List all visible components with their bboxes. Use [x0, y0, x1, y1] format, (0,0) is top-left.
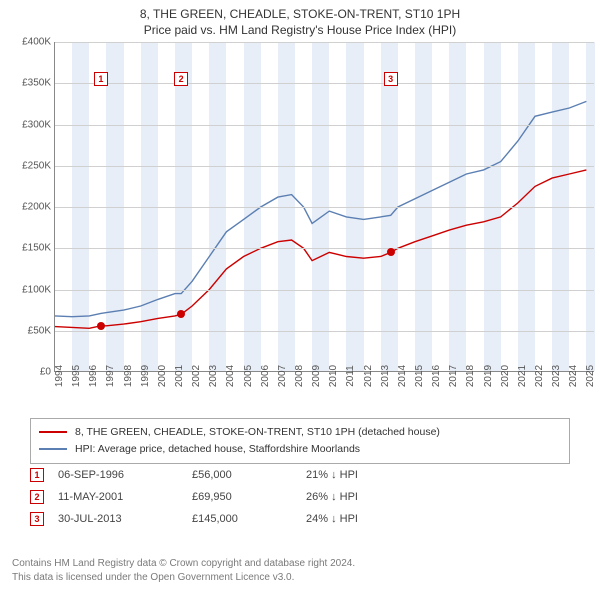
x-tick-label: 2013 — [380, 365, 391, 387]
tx-idx: 3 — [30, 512, 44, 526]
x-tick-label: 2016 — [431, 365, 442, 387]
x-tick-label: 2009 — [311, 365, 322, 387]
y-tick-label: £50K — [1, 325, 51, 336]
tx-price: £56,000 — [192, 469, 292, 481]
chart-title: 8, THE GREEN, CHEADLE, STOKE-ON-TRENT, S… — [0, 0, 600, 38]
legend-item-hpi: HPI: Average price, detached house, Staf… — [39, 441, 561, 458]
transaction-marker — [97, 322, 105, 330]
x-tick-label: 2002 — [191, 365, 202, 387]
x-tick-label: 2012 — [363, 365, 374, 387]
attribution-footer: Contains HM Land Registry data © Crown c… — [12, 557, 355, 584]
tx-date: 30-JUL-2013 — [58, 513, 178, 525]
x-tick-label: 2020 — [500, 365, 511, 387]
x-tick-label: 1994 — [54, 365, 65, 387]
gridline — [55, 166, 594, 167]
transaction-row: 1 06-SEP-1996 £56,000 21% ↓ HPI — [30, 464, 570, 486]
x-tick-label: 2003 — [208, 365, 219, 387]
chart: 1 2 3 £0 £50K £100K £150K £200K £250K £300K £350K… — [0, 42, 600, 412]
transaction-index-box: 3 — [384, 72, 398, 86]
legend-swatch-hpi — [39, 448, 67, 450]
x-tick-label: 2008 — [294, 365, 305, 387]
tx-diff: 21% ↓ HPI — [306, 469, 426, 481]
tx-price: £145,000 — [192, 513, 292, 525]
legend-item-price: 8, THE GREEN, CHEADLE, STOKE-ON-TRENT, S… — [39, 424, 561, 441]
title-line-2: Price paid vs. HM Land Registry's House … — [0, 22, 600, 38]
transaction-index-box: 2 — [174, 72, 188, 86]
y-tick-label: £150K — [1, 243, 51, 254]
plot-area: 1 2 3 — [54, 42, 594, 372]
footer-line-1: Contains HM Land Registry data © Crown c… — [12, 557, 355, 571]
transaction-marker — [387, 248, 395, 256]
x-tick-label: 2010 — [328, 365, 339, 387]
tx-date: 11-MAY-2001 — [58, 491, 178, 503]
x-tick-label: 1998 — [123, 365, 134, 387]
x-tick-label: 2023 — [551, 365, 562, 387]
gridline — [55, 290, 594, 291]
y-tick-label: £400K — [1, 37, 51, 48]
footer-line-2: This data is licensed under the Open Gov… — [12, 571, 355, 585]
series-line-hpi — [55, 101, 586, 316]
tx-idx: 2 — [30, 490, 44, 504]
gridline — [55, 331, 594, 332]
legend-label-price: 8, THE GREEN, CHEADLE, STOKE-ON-TRENT, S… — [75, 424, 440, 441]
legend-swatch-price — [39, 431, 67, 433]
x-tick-label: 1997 — [105, 365, 116, 387]
tx-price: £69,950 — [192, 491, 292, 503]
x-tick-label: 2005 — [243, 365, 254, 387]
transaction-row: 2 11-MAY-2001 £69,950 26% ↓ HPI — [30, 486, 570, 508]
y-tick-label: £300K — [1, 119, 51, 130]
gridline — [55, 83, 594, 84]
title-line-1: 8, THE GREEN, CHEADLE, STOKE-ON-TRENT, S… — [0, 6, 600, 22]
transaction-marker — [177, 310, 185, 318]
x-tick-label: 2007 — [277, 365, 288, 387]
gridline — [55, 42, 594, 43]
x-tick-label: 2000 — [157, 365, 168, 387]
x-tick-label: 2021 — [517, 365, 528, 387]
gridline — [55, 207, 594, 208]
y-tick-label: £250K — [1, 160, 51, 171]
transaction-row: 3 30-JUL-2013 £145,000 24% ↓ HPI — [30, 508, 570, 530]
tx-idx: 1 — [30, 468, 44, 482]
y-tick-label: £100K — [1, 284, 51, 295]
x-tick-label: 2019 — [483, 365, 494, 387]
x-tick-label: 2024 — [568, 365, 579, 387]
x-tick-label: 2015 — [414, 365, 425, 387]
transaction-table: 1 06-SEP-1996 £56,000 21% ↓ HPI 2 11-MAY-2001… — [30, 464, 570, 530]
x-tick-label: 2022 — [534, 365, 545, 387]
gridline — [55, 248, 594, 249]
tx-date: 06-SEP-1996 — [58, 469, 178, 481]
y-tick-label: £200K — [1, 202, 51, 213]
x-tick-label: 2018 — [465, 365, 476, 387]
x-tick-label: 2001 — [174, 365, 185, 387]
gridline — [55, 125, 594, 126]
tx-diff: 26% ↓ HPI — [306, 491, 426, 503]
legend: 8, THE GREEN, CHEADLE, STOKE-ON-TRENT, S… — [30, 418, 570, 464]
x-tick-label: 1995 — [71, 365, 82, 387]
y-tick-label: £350K — [1, 78, 51, 89]
x-tick-label: 2025 — [585, 365, 596, 387]
x-tick-label: 1996 — [88, 365, 99, 387]
transaction-index-box: 1 — [94, 72, 108, 86]
x-tick-label: 2011 — [345, 365, 356, 387]
x-tick-label: 2004 — [225, 365, 236, 387]
tx-diff: 24% ↓ HPI — [306, 513, 426, 525]
x-tick-label: 2017 — [448, 365, 459, 387]
x-tick-label: 2006 — [260, 365, 271, 387]
y-tick-label: £0 — [1, 367, 51, 378]
x-tick-label: 1999 — [140, 365, 151, 387]
x-tick-label: 2014 — [397, 365, 408, 387]
legend-label-hpi: HPI: Average price, detached house, Staf… — [75, 441, 360, 458]
